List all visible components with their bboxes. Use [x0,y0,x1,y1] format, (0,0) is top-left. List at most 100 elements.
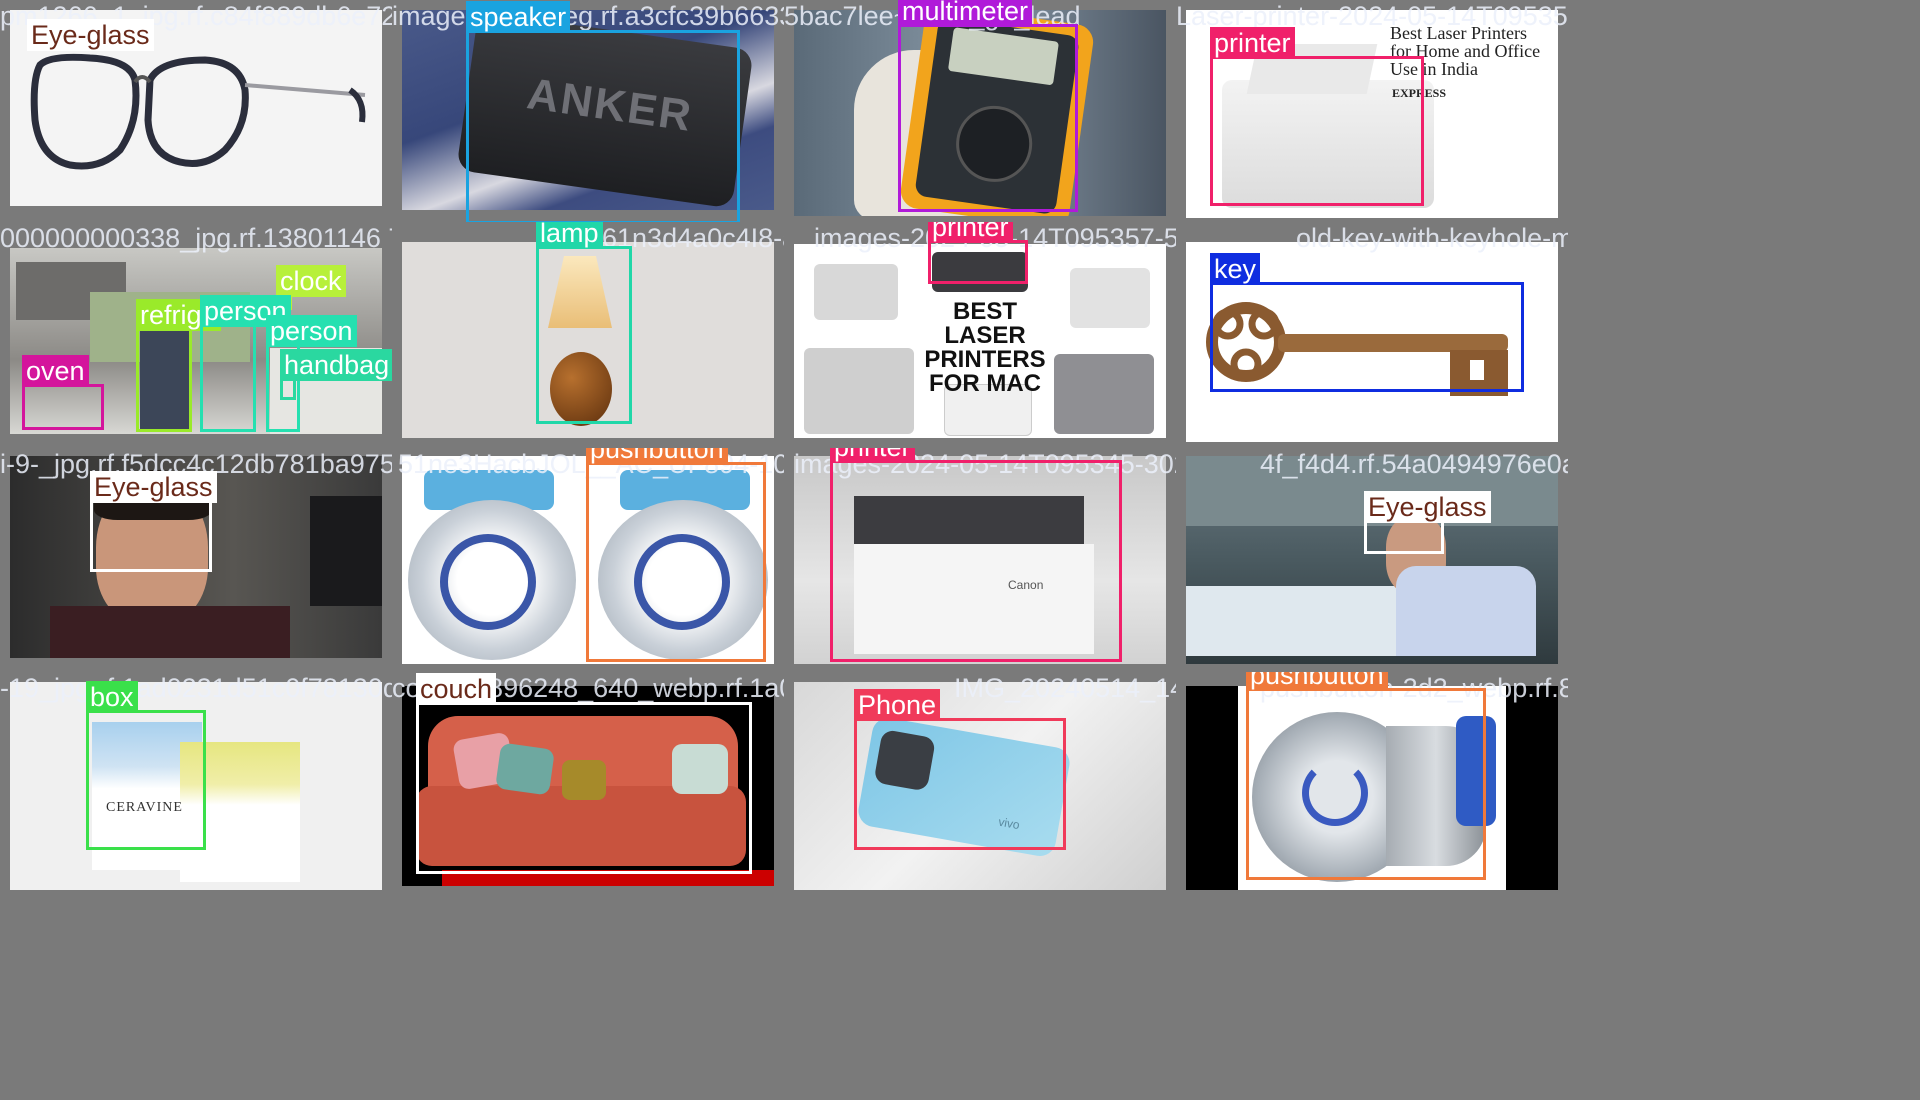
tile-filename: 61n3d4a0c4I8-a4dcd3e1b8de6c4f4 [602,223,784,253]
bbox-phone: Phone [854,689,1066,850]
label-eyeglass: Eye-glass [27,19,154,51]
bbox-person: person [200,295,291,432]
bbox-multimeter: multimeter [898,0,1078,212]
bbox-handbag: handbag [280,349,392,400]
mac-printers-headline: BEST LASER PRINTERS FOR MAC [924,298,1046,397]
tile-eyeglasses: pm1266_1_jpg.rf.c84f889db6e7294e403b3248… [0,0,392,222]
tile-filename: -19_jpg.rf.1ad0231d51c0f78130d64e9 [0,673,392,703]
tile-mac-printers: BEST LASER PRINTERS FOR MAC images-2024-… [784,222,1176,448]
shirt [1396,566,1536,656]
label-printer: printer [830,448,915,463]
photo-couch [402,686,774,886]
power-icon [1302,760,1368,826]
printer-brand: Canon [1008,578,1044,592]
printer-thumb [804,348,914,434]
tile-filename: images-48-_jpeg.rf.a3cfc39b66334a6ac7bde [392,1,784,31]
shirt [50,606,290,658]
monitor [310,496,382,606]
label-oven: oven [22,355,89,387]
key-illustration [1206,302,1508,396]
photo-office-man [1186,456,1558,664]
tile-couch: couch-6896248_640_webp.rf.1a0i couch [392,672,784,900]
tile-pushbuttons: 51ne3HacbJOL__AC_UF894-1000_QL80 pushbut… [392,448,784,672]
tile-filename: 000000000338_jpg.rf.13801146 7f57d01d837… [0,223,392,253]
box-yellow [180,742,300,882]
bbox-pushbutton: pushbutton [586,448,766,662]
printer-thumb [1054,354,1154,434]
bbox-printer: printer [1210,27,1424,206]
pushbutton-ring [440,534,536,630]
label-box: box [86,681,138,713]
eyeglasses-illustration [30,53,366,170]
bbox-box: box [86,681,206,850]
tile-speaker: ANKER images-48-_jpeg.rf.a3cfc39b66334a6… [392,0,784,222]
printer-thumb [932,252,1028,292]
tile-filename: Laser-printer-2024-05-14T095358-057_jpg [1176,1,1568,31]
box-brand: CERAVINE [106,800,183,815]
bbox-oven: oven [22,355,104,430]
tile-filename: old-key-with-keyhole-middle_1161317 [1296,223,1568,253]
printer-thumb [814,264,898,320]
letterbox-right [1506,686,1558,890]
bbox-eyeglass: Eye-glass [90,471,217,572]
tile-pushbutton-single: pushbutton-2d2_webp.rf.8474f9a7b9 pushbu… [1176,672,1568,900]
label-multimeter: multimeter [898,0,1033,27]
pushbutton-cap [1456,716,1496,826]
printer-thumb [944,384,1032,436]
lamp-base [550,352,612,426]
label-handbag: handbag [280,349,392,381]
bbox-printer: printer [928,222,1028,284]
red-strip [442,870,774,886]
label-lamp: lamp [536,222,603,249]
bbox-pushbutton: pushbutton [1246,672,1486,880]
tile-office-man: 4f_f4d4.rf.54a0494976e0ab51483d3 Eye-gla… [1176,448,1568,672]
label-key: key [1210,253,1261,285]
photo-boxes: CERAVINE [10,682,382,890]
bbox-couch: couch [416,673,752,874]
bbox-eyeglass: Eye-glass [1364,491,1491,554]
bbox-speaker: speaker [466,1,740,222]
photo-multimeter [794,10,1166,216]
bbox-person: person [266,315,357,432]
fridge [140,328,192,432]
label-printer: printer [1210,27,1295,59]
bbox-key: key [1210,253,1524,392]
label-speaker: speaker [466,1,571,33]
label-phone: Phone [854,689,941,721]
printer-ad-title: Best Laser Printers for Home and Office … [1390,23,1541,79]
tile-key: old-key-with-keyhole-middle_1161317 key [1176,222,1568,448]
pushbutton-ring [634,534,730,630]
tile-printer-ad: Best Laser Printers for Home and Office … [1176,0,1568,222]
label-eyeglass: Eye-glass [90,471,217,503]
label-pushbutton: pushbutton [1246,672,1388,691]
printer-body [854,544,1094,654]
printer-white [1222,80,1434,208]
tile-kitchen: 000000000338_jpg.rf.13801146 7f57d01d837… [0,222,392,448]
photo-speaker: ANKER [402,10,774,210]
pillow [672,744,728,794]
label-eyeglass: Eye-glass [1364,491,1491,523]
printer-top [854,496,1084,546]
tile-multimeter: 5bac7lee~dmm_g1_lead multimeter [784,0,1176,222]
printer-thumb [1070,268,1150,328]
letterbox-left [1186,686,1238,890]
tile-boxes: CERAVINE -19_jpg.rf.1ad0231d51c0f78130d6… [0,672,392,900]
photo-mac-printers: BEST LASER PRINTERS FOR MAC [794,244,1166,438]
photo-lamp [402,242,774,438]
bbox-refrigerator: refrige [136,299,221,432]
tile-lamp: 61n3d4a0c4I8-a4dcd3e1b8de6c4f4 lamp [392,222,784,448]
tile-phone: vivo IMG_20240514_145a72941e Phone [784,672,1176,900]
tile-man-glasses: i-9-_jpg.rf.f5dcc4c12db781ba975cc09 Eye-… [0,448,392,672]
photo-canon-printer: Canon [794,456,1166,664]
bbox-clock: clock [276,265,346,310]
tile-filename: IMG_20240514_145a72941e [954,673,1176,703]
tile-canon-printer: Canon images-2024-05-14T095345-302_jpg p… [784,448,1176,672]
label-person: person [266,315,357,347]
label-couch: couch [416,673,497,705]
lightbox [1186,586,1396,656]
tile-filename: 4f_f4d4.rf.54a0494976e0ab51483d3 [1260,449,1568,479]
bbox-printer: printer [830,448,1122,662]
bbox-eyeglass: Eye-glass [24,19,154,54]
pillow [562,760,606,800]
